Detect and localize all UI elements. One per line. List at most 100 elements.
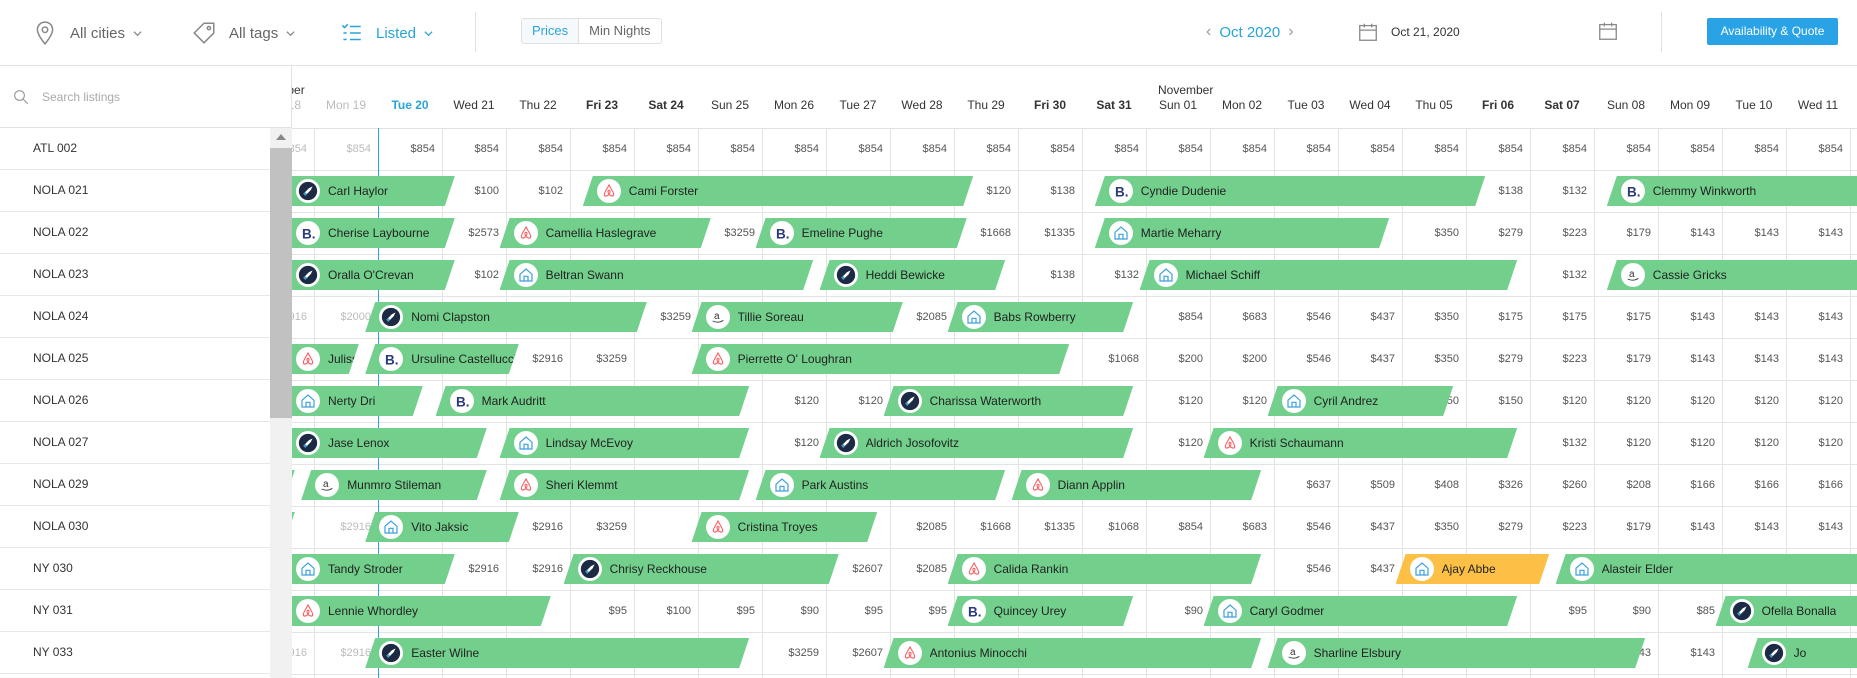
- listing-name-item[interactable]: NY 031: [0, 590, 270, 632]
- nightly-price[interactable]: $2916: [532, 521, 563, 533]
- nightly-price[interactable]: $95: [608, 605, 627, 617]
- listing-name-item[interactable]: NOLA 021: [0, 170, 270, 212]
- nightly-price[interactable]: $132: [1562, 437, 1587, 449]
- nightly-price[interactable]: $143: [1818, 521, 1843, 533]
- nightly-price[interactable]: $2573: [468, 227, 499, 239]
- listing-name-item[interactable]: NY 030: [0, 548, 270, 590]
- nightly-price[interactable]: $120: [1626, 437, 1651, 449]
- nightly-price[interactable]: $2085: [916, 563, 947, 575]
- nightly-price[interactable]: $95: [1568, 605, 1587, 617]
- nightly-price[interactable]: $2000: [340, 311, 371, 323]
- nightly-price[interactable]: $854: [1690, 143, 1715, 155]
- nightly-price[interactable]: $854: [1178, 143, 1203, 155]
- nightly-price[interactable]: $223: [1562, 353, 1587, 365]
- nightly-price[interactable]: $95: [928, 605, 947, 617]
- nightly-price[interactable]: $509: [1370, 479, 1395, 491]
- nightly-price[interactable]: $120: [1626, 395, 1651, 407]
- nightly-price[interactable]: $854: [1050, 143, 1075, 155]
- booking-bar[interactable]: B. Quincey Urey: [948, 596, 1134, 626]
- listing-name-item[interactable]: NY 033: [0, 632, 270, 674]
- nightly-price[interactable]: $279: [1498, 353, 1523, 365]
- booking-bar[interactable]: Vito Jaksic: [365, 512, 519, 542]
- nightly-price[interactable]: $175: [1562, 311, 1587, 323]
- nightly-price[interactable]: $854: [1178, 521, 1203, 533]
- nightly-price[interactable]: $854: [1178, 311, 1203, 323]
- nightly-price[interactable]: $179: [1626, 521, 1651, 533]
- date-picker[interactable]: Oct 21, 2020: [1357, 20, 1460, 44]
- listing-name-item[interactable]: NOLA 023: [0, 254, 270, 296]
- nightly-price[interactable]: $854: [1562, 143, 1587, 155]
- nightly-price[interactable]: $854: [1114, 143, 1139, 155]
- nightly-price[interactable]: $854: [474, 143, 499, 155]
- booking-bar[interactable]: Tandy Stroder: [292, 554, 455, 584]
- nightly-price[interactable]: $854: [1370, 143, 1395, 155]
- nightly-price[interactable]: $175: [1626, 311, 1651, 323]
- nightly-price[interactable]: $854: [666, 143, 691, 155]
- nightly-price[interactable]: $132: [1562, 269, 1587, 281]
- nightly-price[interactable]: $437: [1370, 563, 1395, 575]
- next-month-icon[interactable]: ›: [1288, 23, 1294, 40]
- booking-bar[interactable]: Chrisy Reckhouse: [564, 554, 839, 584]
- nightly-price[interactable]: $546: [1306, 353, 1331, 365]
- nightly-price[interactable]: $2916: [468, 563, 499, 575]
- booking-bar[interactable]: Camellia Haslegrave: [500, 218, 711, 248]
- nightly-price[interactable]: $683: [1242, 311, 1267, 323]
- scrollbar-thumb[interactable]: [270, 148, 292, 418]
- nightly-price[interactable]: $143: [1754, 227, 1779, 239]
- booking-bar[interactable]: Diann Applin: [1012, 470, 1262, 500]
- nightly-price[interactable]: $260: [1562, 479, 1587, 491]
- booking-bar[interactable]: Antonius Minocchi: [884, 638, 1262, 668]
- nightly-price[interactable]: $143: [1818, 227, 1843, 239]
- nightly-price[interactable]: $120: [1690, 395, 1715, 407]
- nightly-price[interactable]: $120: [1178, 395, 1203, 407]
- booking-bar[interactable]: Aldrich Josofovitz: [820, 428, 1134, 458]
- availability-quote-button[interactable]: Availability & Quote: [1707, 18, 1838, 45]
- booking-bar[interactable]: Jo: [1748, 638, 1857, 668]
- nightly-price[interactable]: $854: [1818, 143, 1843, 155]
- nightly-price[interactable]: $1335: [1044, 227, 1075, 239]
- booking-bar[interactable]: B. Clemmy Winkworth: [1607, 176, 1857, 206]
- booking-bar[interactable]: Julissa Acum: [292, 344, 359, 374]
- nightly-price[interactable]: $143: [1690, 353, 1715, 365]
- nightly-price[interactable]: $854: [730, 143, 755, 155]
- booking-bar[interactable]: Nomi Clapston: [365, 302, 647, 332]
- nightly-price[interactable]: $120: [1178, 437, 1203, 449]
- nightly-price[interactable]: $143: [1818, 311, 1843, 323]
- booking-bar[interactable]: Alasteir Elder: [1556, 554, 1857, 584]
- booking-bar[interactable]: a Cassie Gricks: [1607, 260, 1857, 290]
- booking-bar[interactable]: Martie Meharry: [1095, 218, 1389, 248]
- nightly-price[interactable]: $200: [1242, 353, 1267, 365]
- nightly-price[interactable]: $223: [1562, 227, 1587, 239]
- listing-name-item[interactable]: NOLA 029: [0, 464, 270, 506]
- listed-filter[interactable]: Listed: [338, 20, 433, 46]
- nightly-price[interactable]: $100: [474, 185, 499, 197]
- nightly-price[interactable]: $120: [858, 395, 883, 407]
- booking-bar[interactable]: Nerty Dri: [292, 386, 423, 416]
- nightly-price[interactable]: $350: [1434, 311, 1459, 323]
- booking-bar[interactable]: Calida Rankin: [948, 554, 1262, 584]
- nightly-price[interactable]: $408: [1434, 479, 1459, 491]
- booking-bar[interactable]: Beltran Swann: [500, 260, 814, 290]
- nightly-price[interactable]: $143: [1818, 353, 1843, 365]
- nightly-price[interactable]: $100: [666, 605, 691, 617]
- booking-bar[interactable]: Kristi Schaumann: [1204, 428, 1518, 458]
- nightly-price[interactable]: $2085: [916, 521, 947, 533]
- nightly-price[interactable]: $120: [1818, 437, 1843, 449]
- nightly-price[interactable]: $854: [538, 143, 563, 155]
- nightly-price[interactable]: $166: [1818, 479, 1843, 491]
- nightly-price[interactable]: $279: [1498, 227, 1523, 239]
- booking-bar[interactable]: Kristin Sarza: [292, 470, 295, 500]
- nightly-price[interactable]: $2916: [532, 353, 563, 365]
- booking-bar[interactable]: Ofella Bonalla: [1716, 596, 1857, 626]
- nightly-price[interactable]: $854: [794, 143, 819, 155]
- nightly-price[interactable]: $3259: [596, 521, 627, 533]
- listing-name-item[interactable]: NOLA 025: [0, 338, 270, 380]
- nightly-price[interactable]: $2916: [340, 521, 371, 533]
- nightly-price[interactable]: $200: [1178, 353, 1203, 365]
- nightly-price[interactable]: $350: [1434, 521, 1459, 533]
- tags-filter[interactable]: All tags: [191, 20, 295, 46]
- nightly-price[interactable]: $102: [538, 185, 563, 197]
- nightly-price[interactable]: $175: [1498, 311, 1523, 323]
- nightly-price[interactable]: $2916: [292, 311, 307, 323]
- nightly-price[interactable]: $120: [1818, 395, 1843, 407]
